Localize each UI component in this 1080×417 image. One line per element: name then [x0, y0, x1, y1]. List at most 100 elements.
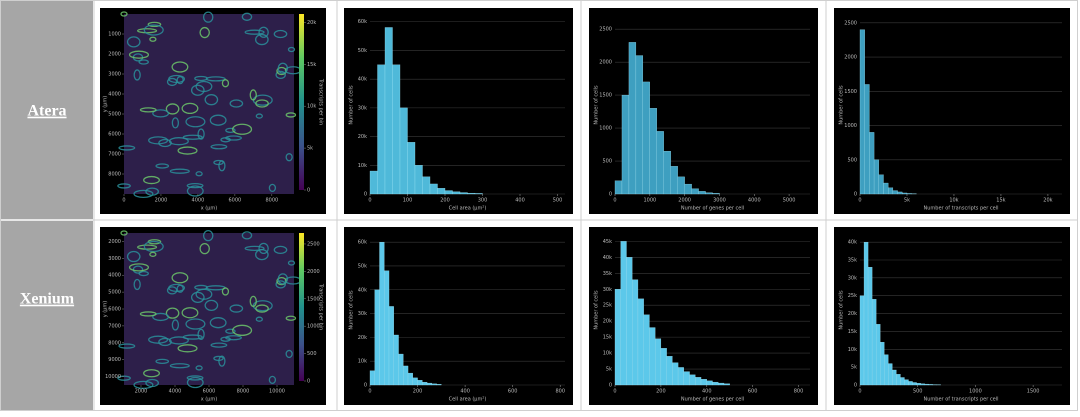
- histogram-bar: [904, 380, 908, 385]
- histogram-bar: [879, 175, 884, 194]
- colorbar-label: Transcripts per bin: [318, 283, 324, 330]
- histogram-bar: [876, 324, 880, 385]
- x-tick-label: 600: [508, 389, 518, 395]
- y-tick-label: 30k: [358, 105, 367, 111]
- x-axis-label: x (µm): [201, 397, 218, 403]
- x-tick-label: 8000: [265, 198, 278, 204]
- histogram-bar: [438, 188, 446, 194]
- y-tick-label: 50k: [358, 48, 367, 54]
- histogram-bar: [724, 384, 730, 385]
- x-tick-label: 500: [913, 389, 923, 395]
- histogram-bar: [868, 267, 872, 385]
- x-tick-label: 4000: [169, 389, 182, 395]
- x-tick-label: 0: [368, 198, 371, 204]
- y-tick-label: 60k: [358, 240, 367, 246]
- x-tick-label: 300: [478, 198, 488, 204]
- histogram-bar: [636, 56, 643, 194]
- x-tick-label: 2000: [135, 389, 148, 395]
- y-tick-label: 2000: [108, 239, 121, 245]
- histogram-bar: [621, 241, 627, 385]
- y-axis-label: Number of cells: [349, 290, 355, 330]
- x-tick-label: 400: [515, 198, 525, 204]
- colorbar-tick-label: 2500: [307, 241, 320, 247]
- y-tick-label: 5000: [108, 112, 121, 118]
- y-axis-label: Number of cells: [349, 85, 355, 125]
- x-tick-label: 10k: [949, 198, 958, 204]
- histogram-bar: [657, 131, 664, 194]
- y-axis-label: y (µm): [103, 301, 109, 318]
- histogram-bar: [389, 306, 394, 385]
- x-tick-label: 1000: [969, 389, 982, 395]
- colorbar-tick-label: 20k: [307, 20, 316, 26]
- x-tick-label: 0: [613, 198, 616, 204]
- y-tick-label: 2000: [844, 55, 857, 61]
- y-tick-label: 30k: [848, 275, 857, 281]
- histogram-bar: [692, 189, 699, 194]
- y-tick-label: 3000: [108, 72, 121, 78]
- y-tick-label: 30k: [358, 311, 367, 317]
- y-tick-label: 25k: [848, 293, 857, 299]
- y-tick-label: 9000: [108, 357, 121, 363]
- y-tick-label: 45k: [603, 239, 612, 245]
- histogram-bar: [380, 242, 385, 385]
- y-tick-label: 40k: [603, 255, 612, 261]
- histogram-bar: [629, 42, 636, 194]
- y-tick-label: 8000: [108, 172, 121, 178]
- colorbar: [299, 233, 304, 381]
- histogram-bar: [400, 108, 408, 194]
- histogram-bar: [888, 188, 893, 194]
- histogram-bar: [632, 280, 638, 385]
- histogram-bar: [706, 193, 713, 194]
- y-tick-label: 5k: [606, 367, 612, 373]
- x-tick-label: 0: [122, 198, 125, 204]
- histogram-bar: [672, 363, 678, 385]
- x-tick-label: 4000: [192, 198, 205, 204]
- x-tick-label: 15k: [996, 198, 1005, 204]
- colorbar-tick-label: 500: [307, 351, 317, 357]
- histogram-bar: [413, 378, 418, 385]
- x-tick-label: 200: [413, 389, 423, 395]
- y-tick-label: 15k: [848, 329, 857, 335]
- y-tick-label: 3000: [108, 256, 121, 262]
- histogram-bar: [650, 108, 657, 194]
- x-tick-label: 6000: [203, 389, 216, 395]
- x-tick-label: 1000: [643, 198, 656, 204]
- y-tick-label: 0: [854, 383, 857, 389]
- x-tick-label: 3000: [713, 198, 726, 204]
- histogram-bar: [713, 193, 720, 194]
- y-tick-label: 500: [602, 159, 612, 165]
- y-tick-label: 40k: [358, 287, 367, 293]
- row-label: Atera: [27, 103, 66, 120]
- y-tick-label: 5k: [851, 365, 857, 371]
- colorbar-tick-label: 2000: [307, 269, 320, 275]
- y-axis-label: Number of cells: [594, 290, 600, 330]
- histogram-bar: [460, 193, 468, 194]
- y-tick-label: 20k: [603, 319, 612, 325]
- y-tick-label: 6000: [108, 307, 121, 313]
- x-axis-label: Number of transcripts per cell: [924, 397, 999, 403]
- y-tick-label: 0: [609, 192, 612, 198]
- y-tick-label: 35k: [848, 258, 857, 264]
- x-axis-label: Number of genes per cell: [681, 206, 744, 212]
- histogram-bar: [913, 383, 917, 386]
- x-tick-label: 100: [403, 198, 413, 204]
- histogram-bar: [655, 339, 661, 385]
- histogram-bar: [685, 184, 692, 194]
- histogram-bar: [896, 374, 900, 385]
- row-label: Xenium: [20, 291, 75, 308]
- x-tick-label: 5k: [904, 198, 910, 204]
- x-tick-label: 600: [748, 389, 758, 395]
- y-tick-label: 0: [854, 192, 857, 198]
- y-axis-label: Number of cells: [594, 85, 600, 125]
- y-tick-label: 40k: [358, 77, 367, 83]
- histogram-bar: [423, 177, 431, 194]
- histogram-bar: [649, 328, 655, 385]
- y-tick-label: 10k: [848, 347, 857, 353]
- y-tick-label: 8000: [108, 340, 121, 346]
- y-tick-label: 1500: [844, 89, 857, 95]
- y-tick-label: 5000: [108, 290, 121, 296]
- x-tick-label: 6000: [229, 198, 242, 204]
- x-tick-label: 200: [656, 389, 666, 395]
- x-axis-label: Number of transcripts per cell: [924, 206, 999, 212]
